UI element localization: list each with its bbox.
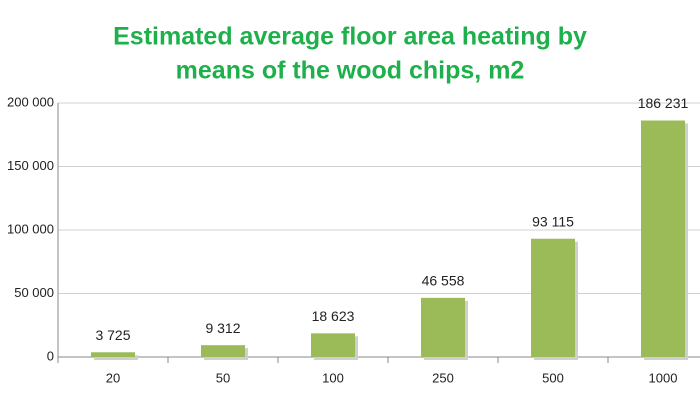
x-tick-label: 100 xyxy=(322,370,344,385)
data-label: 18 623 xyxy=(312,308,355,324)
bar xyxy=(421,297,465,357)
bar xyxy=(201,345,245,357)
data-label: 3 725 xyxy=(95,327,130,343)
x-tick-label: 50 xyxy=(216,370,230,385)
data-label: 93 115 xyxy=(532,213,574,229)
y-tick-label: 100 000 xyxy=(7,221,54,236)
x-tick-label: 1000 xyxy=(649,370,678,385)
y-tick-label: 150 000 xyxy=(7,158,54,173)
x-tick-label: 20 xyxy=(106,370,120,385)
y-tick-label: 0 xyxy=(47,348,54,363)
bar xyxy=(91,352,135,357)
chart-title: Estimated average floor area heating by xyxy=(113,23,587,51)
data-label: 186 231 xyxy=(638,95,689,111)
x-tick-label: 500 xyxy=(542,370,564,385)
bar xyxy=(311,333,355,357)
data-label: 46 558 xyxy=(422,273,465,289)
bar xyxy=(531,238,575,357)
x-tick-label: 250 xyxy=(432,370,454,385)
y-tick-label: 50 000 xyxy=(14,285,54,300)
data-label: 9 312 xyxy=(205,320,240,336)
chart-subtitle: means of the wood chips, m2 xyxy=(176,57,525,85)
bar-shadow xyxy=(94,355,138,360)
y-tick-label: 200 000 xyxy=(7,94,54,109)
bar xyxy=(641,120,685,357)
